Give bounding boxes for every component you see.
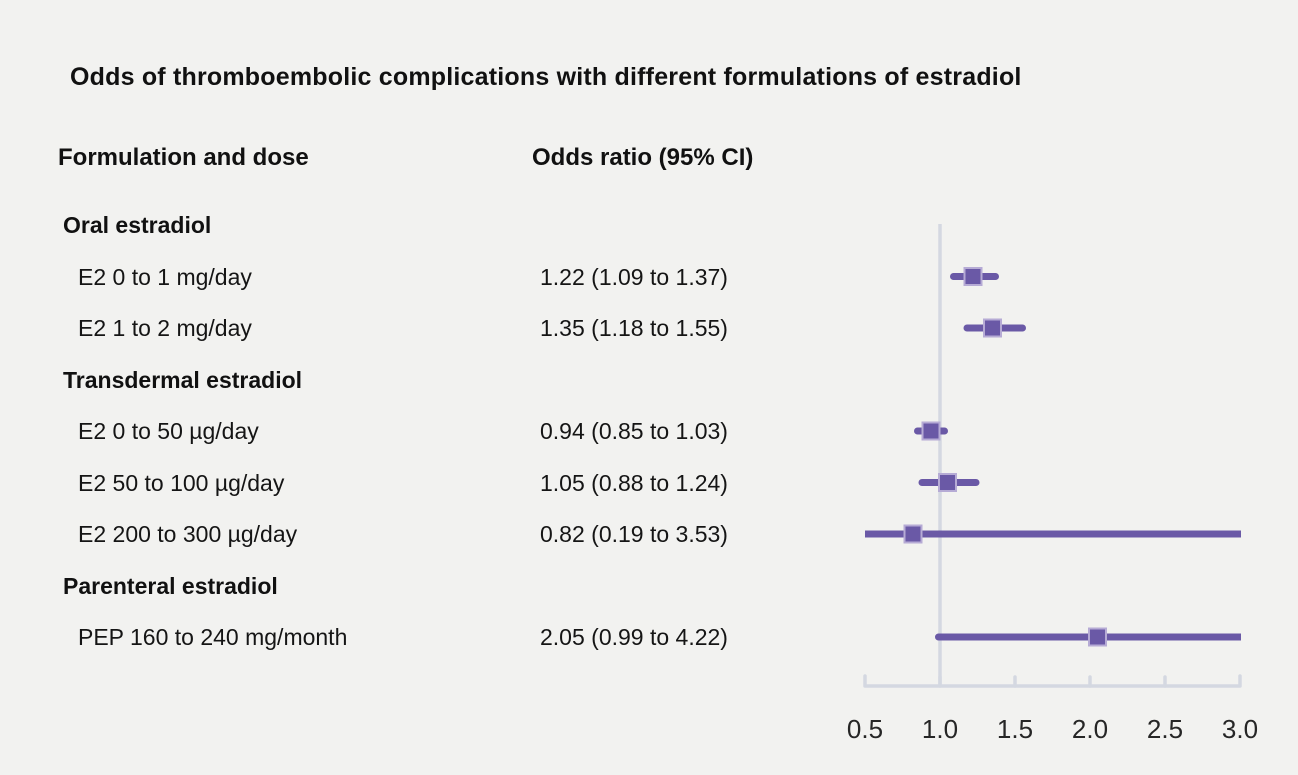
point-estimate-marker bbox=[963, 267, 983, 286]
row-odds-ratio-value: 0.82 (0.19 to 3.53) bbox=[540, 521, 728, 547]
row-label: Oral estradiol bbox=[63, 212, 212, 238]
group-header-row: Parenteral estradiol bbox=[0, 569, 860, 603]
column-header-formulation: Formulation and dose bbox=[58, 144, 309, 171]
row-odds-ratio-value: 2.05 (0.99 to 4.22) bbox=[540, 624, 728, 650]
column-header-odds-ratio: Odds ratio (95% CI) bbox=[532, 144, 754, 171]
ci-cap-left bbox=[963, 324, 971, 332]
forest-row: E2 0 to 50 µg/day 0.94 (0.85 to 1.03) bbox=[0, 414, 860, 448]
row-label: E2 50 to 100 µg/day bbox=[78, 469, 285, 496]
ci-cap-right bbox=[992, 273, 999, 280]
forest-row: PEP 160 to 240 mg/month 2.05 (0.99 to 4.2… bbox=[0, 620, 860, 654]
row-label: E2 200 to 300 µg/day bbox=[78, 521, 298, 547]
point-estimate-marker bbox=[903, 524, 923, 544]
row-label: Parenteral estradiol bbox=[63, 572, 278, 599]
ci-cap-left bbox=[935, 633, 942, 641]
forest-row: E2 0 to 1 mg/day 1.22 (1.09 to 1.37) bbox=[0, 260, 860, 294]
row-label: E2 0 to 50 µg/day bbox=[78, 418, 259, 444]
x-axis-tick-label: 3.0 bbox=[1222, 714, 1258, 744]
point-estimate-marker bbox=[1088, 627, 1107, 647]
ci-cap-right bbox=[1019, 324, 1026, 332]
x-axis-tick-label: 2.0 bbox=[1072, 714, 1108, 744]
group-header-row: Oral estradiol bbox=[0, 208, 860, 242]
forest-row: E2 1 to 2 mg/day 1.35 (1.18 to 1.55) bbox=[0, 311, 860, 345]
row-odds-ratio-value: 1.35 (1.18 to 1.55) bbox=[540, 315, 728, 341]
row-odds-ratio-value: 0.94 (0.85 to 1.03) bbox=[540, 418, 728, 444]
row-odds-ratio-value: 1.22 (1.09 to 1.37) bbox=[540, 263, 728, 290]
row-label: PEP 160 to 240 mg/month bbox=[78, 624, 348, 650]
x-axis-tick-label: 1.5 bbox=[997, 714, 1033, 744]
group-header-row: Transdermal estradiol bbox=[0, 363, 860, 397]
row-label: E2 0 to 1 mg/day bbox=[78, 263, 252, 290]
x-axis-tick-label: 0.5 bbox=[847, 714, 883, 744]
row-label: E2 1 to 2 mg/day bbox=[78, 315, 252, 341]
chart-title: Odds of thromboembolic complications wit… bbox=[70, 63, 1022, 91]
x-axis-tick-label: 1.0 bbox=[922, 714, 958, 744]
ci-cap-right bbox=[941, 427, 948, 435]
x-axis-line bbox=[863, 674, 1242, 688]
forest-row: E2 200 to 300 µg/day 0.82 (0.19 to 3.53) bbox=[0, 517, 860, 551]
point-estimate-marker bbox=[938, 473, 957, 492]
x-axis-tick-label: 2.5 bbox=[1147, 714, 1183, 744]
ci-cap-left bbox=[918, 479, 926, 486]
point-estimate-marker bbox=[921, 421, 941, 441]
point-estimate-marker bbox=[983, 318, 1002, 338]
row-odds-ratio-value: 1.05 (0.88 to 1.24) bbox=[540, 469, 728, 496]
ci-cap-left bbox=[950, 273, 957, 280]
row-label: Transdermal estradiol bbox=[63, 366, 303, 393]
ci-cap-left bbox=[914, 427, 921, 435]
forest-row: E2 50 to 100 µg/day 1.05 (0.88 to 1.24) bbox=[0, 466, 860, 500]
ci-cap-right bbox=[972, 479, 980, 486]
